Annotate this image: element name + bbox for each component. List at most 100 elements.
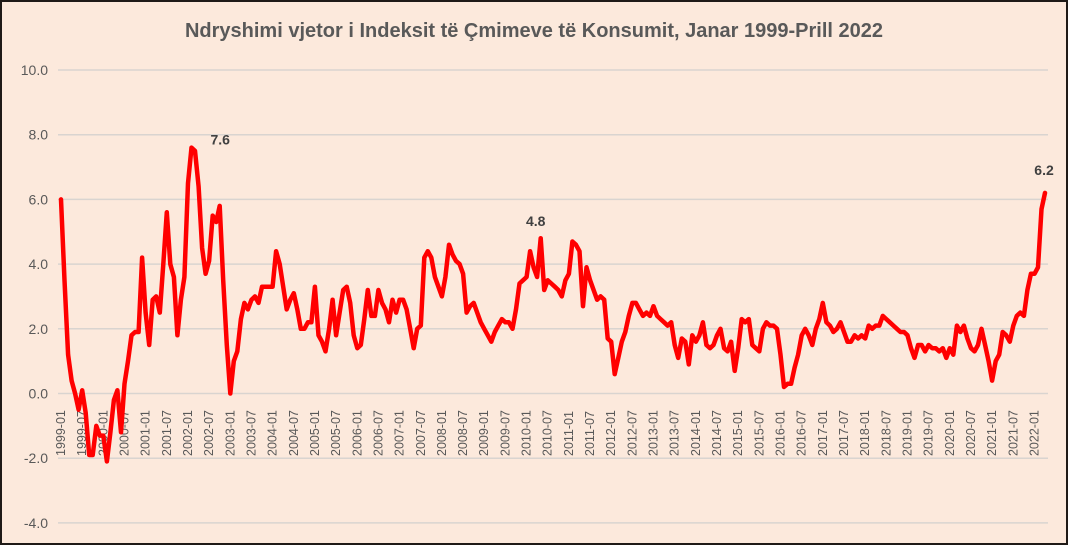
data-point bbox=[91, 453, 94, 456]
data-point bbox=[536, 276, 539, 279]
data-point bbox=[917, 343, 920, 346]
x-tick-label: 2015-01 bbox=[731, 410, 745, 456]
data-point bbox=[261, 285, 264, 288]
data-point bbox=[649, 314, 652, 317]
data-point bbox=[486, 334, 489, 337]
data-point bbox=[278, 263, 281, 266]
data-point bbox=[60, 198, 63, 201]
data-point bbox=[888, 321, 891, 324]
data-point bbox=[948, 347, 951, 350]
data-point bbox=[885, 318, 888, 321]
data-point bbox=[652, 305, 655, 308]
data-point bbox=[613, 373, 616, 376]
data-point bbox=[102, 434, 105, 437]
data-point bbox=[215, 221, 218, 224]
x-axis-tick-labels: 1999-01 1999-07 2000-01 2000-07 2001-01 2001-… bbox=[54, 410, 1041, 456]
data-point bbox=[807, 334, 810, 337]
data-point bbox=[627, 314, 630, 317]
data-point bbox=[148, 343, 151, 346]
data-point bbox=[871, 327, 874, 330]
data-point bbox=[786, 382, 789, 385]
data-point bbox=[1029, 272, 1032, 275]
data-point bbox=[271, 285, 274, 288]
data-point bbox=[790, 382, 793, 385]
x-tick-label: 2016-07 bbox=[795, 410, 809, 456]
x-tick-label: 2016-01 bbox=[774, 410, 788, 456]
data-point bbox=[783, 386, 786, 389]
data-point bbox=[828, 324, 831, 327]
data-point bbox=[620, 340, 623, 343]
data-point bbox=[804, 327, 807, 330]
data-point bbox=[289, 298, 292, 301]
data-point bbox=[772, 324, 775, 327]
data-point bbox=[687, 363, 690, 366]
data-label: 6.2 bbox=[1034, 162, 1054, 178]
data-point bbox=[67, 353, 70, 356]
data-point bbox=[112, 398, 115, 401]
data-point bbox=[236, 350, 239, 353]
x-tick-label: 2020-01 bbox=[943, 410, 957, 456]
data-point bbox=[966, 337, 969, 340]
data-point bbox=[684, 340, 687, 343]
data-point bbox=[391, 298, 394, 301]
data-point bbox=[282, 285, 285, 288]
data-point bbox=[398, 298, 401, 301]
data-point bbox=[451, 253, 454, 256]
data-point bbox=[952, 353, 955, 356]
data-point bbox=[962, 324, 965, 327]
data-point bbox=[430, 256, 433, 259]
data-point bbox=[303, 327, 306, 330]
data-point bbox=[895, 327, 898, 330]
data-point bbox=[116, 389, 119, 392]
data-point bbox=[754, 347, 757, 350]
data-point bbox=[426, 250, 429, 253]
data-point bbox=[342, 288, 345, 291]
data-point bbox=[761, 327, 764, 330]
data-point bbox=[518, 282, 521, 285]
data-point bbox=[186, 182, 189, 185]
data-point bbox=[465, 311, 468, 314]
data-point bbox=[864, 337, 867, 340]
y-tick-label: 4.0 bbox=[29, 256, 49, 272]
data-point bbox=[479, 321, 482, 324]
data-point bbox=[462, 272, 465, 275]
data-point bbox=[881, 314, 884, 317]
data-point bbox=[977, 343, 980, 346]
x-tick-label: 2022-01 bbox=[1027, 410, 1041, 456]
series-group bbox=[58, 145, 1048, 464]
x-tick-label: 2013-01 bbox=[647, 410, 661, 456]
x-tick-label: 2009-01 bbox=[477, 410, 491, 456]
data-point bbox=[931, 347, 934, 350]
data-point bbox=[1001, 331, 1004, 334]
data-point bbox=[751, 343, 754, 346]
data-point bbox=[1044, 191, 1047, 194]
data-point bbox=[77, 408, 80, 411]
data-point bbox=[878, 324, 881, 327]
data-point bbox=[825, 321, 828, 324]
data-point bbox=[850, 340, 853, 343]
x-tick-label: 2001-07 bbox=[160, 410, 174, 456]
data-point bbox=[134, 331, 137, 334]
data-point bbox=[818, 318, 821, 321]
data-point bbox=[853, 334, 856, 337]
data-point bbox=[959, 331, 962, 334]
data-point bbox=[109, 431, 112, 434]
x-tick-label: 2019-01 bbox=[900, 410, 914, 456]
data-point bbox=[899, 331, 902, 334]
data-point bbox=[973, 350, 976, 353]
data-point bbox=[179, 298, 182, 301]
x-tick-label: 2020-07 bbox=[964, 410, 978, 456]
y-tick-label: 0.0 bbox=[29, 386, 49, 402]
data-point bbox=[331, 298, 334, 301]
y-tick-label: 10.0 bbox=[21, 62, 48, 78]
x-tick-label: 2014-07 bbox=[710, 410, 724, 456]
data-point bbox=[127, 360, 130, 363]
data-point bbox=[250, 298, 253, 301]
data-point bbox=[723, 347, 726, 350]
data-point bbox=[775, 327, 778, 330]
data-point bbox=[1008, 340, 1011, 343]
data-point bbox=[906, 334, 909, 337]
data-point bbox=[395, 311, 398, 314]
data-point bbox=[472, 301, 475, 304]
data-point bbox=[197, 185, 200, 188]
